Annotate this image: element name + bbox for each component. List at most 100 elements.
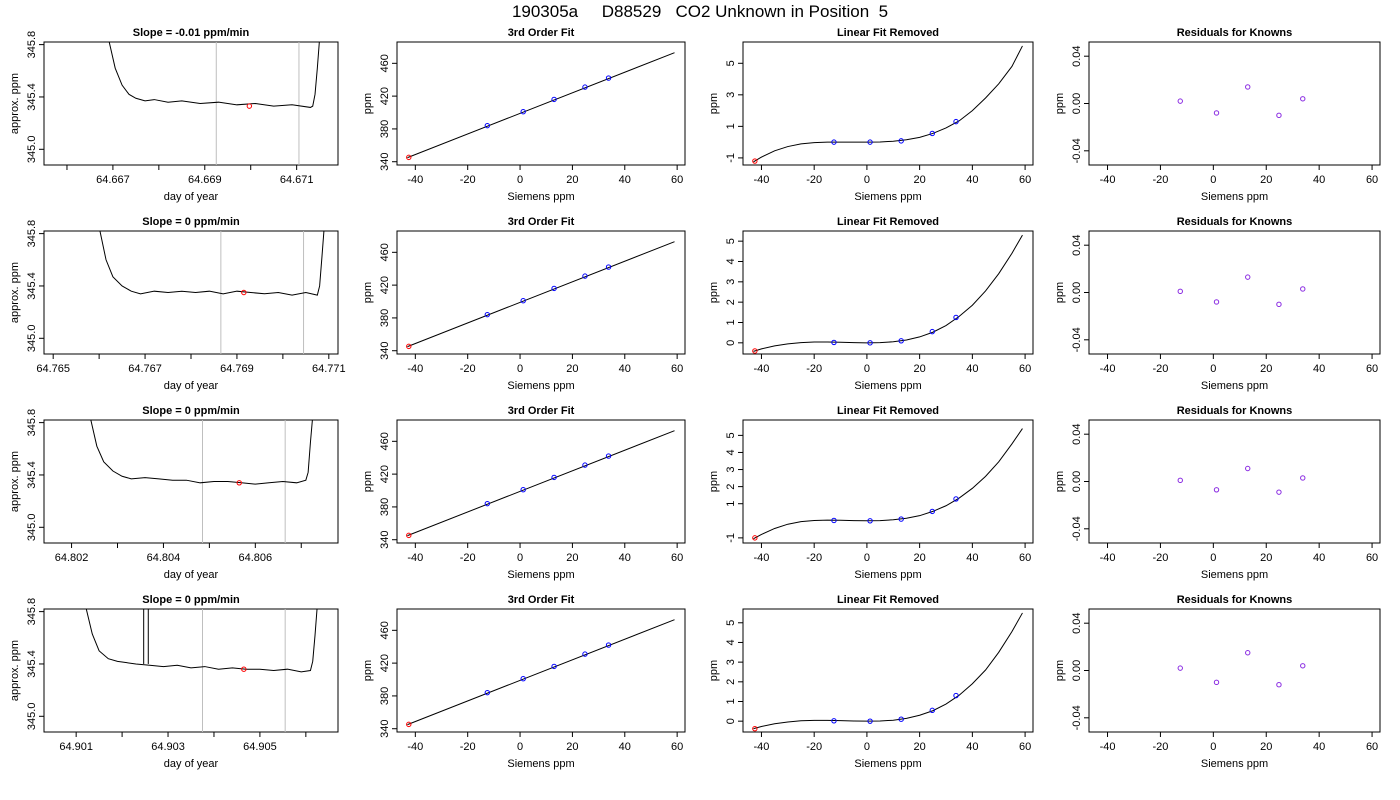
- linear-removed-unknown-point: [752, 158, 758, 164]
- trace-mean-marker: [236, 480, 242, 486]
- linear-removed-x-tick-label: 40: [966, 174, 978, 186]
- trace-x-tick-label: 64.804: [147, 552, 181, 564]
- fit-y-axis-label: ppm: [362, 282, 374, 303]
- fit-x-tick-label: 60: [671, 741, 683, 753]
- fit-y-tick-label: 340: [379, 342, 391, 360]
- linear-removed-x-tick-label: -40: [754, 174, 770, 186]
- residuals-y-axis-label: ppm: [1054, 471, 1066, 492]
- residuals-x-tick-label: 0: [1210, 174, 1216, 186]
- linear-removed-title: Linear Fit Removed: [837, 594, 939, 606]
- residuals-y-axis-label: ppm: [1054, 93, 1066, 114]
- residuals-x-axis-label: Siemens ppm: [1201, 380, 1268, 392]
- residuals-title: Residuals for Knowns: [1177, 594, 1293, 606]
- linear-removed-x-tick-label: -40: [754, 552, 770, 564]
- linear-removed-known-point: [831, 139, 837, 145]
- residuals-panel-row-2: Residuals for Knowns -40 -20 0 20 40 60 -0.04 0.…: [1054, 216, 1381, 392]
- linear-removed-y-axis-label: ppm: [708, 471, 720, 492]
- fit-x-tick-label: 60: [671, 552, 683, 564]
- residuals-x-tick-label: -40: [1100, 741, 1116, 753]
- fit-y-tick-label: 380: [379, 687, 391, 705]
- residual-curve: [753, 45, 1023, 163]
- trace-line: [90, 420, 313, 485]
- residuals-y-tick-label: -0.04: [1071, 327, 1083, 352]
- trace-y-tick-label: 345.8: [26, 31, 38, 59]
- residuals-x-tick-label: 40: [1313, 363, 1325, 375]
- linear-removed-x-tick-label: 0: [864, 741, 870, 753]
- residuals-y-tick-label: 0.04: [1071, 612, 1083, 633]
- trace-title: Slope = 0 ppm/min: [142, 405, 240, 417]
- residuals-y-tick-label: 0.00: [1071, 660, 1083, 681]
- linear-removed-frame: [742, 230, 1034, 355]
- fit-y-tick-label: 380: [379, 120, 391, 138]
- fit-y-tick-label: 380: [379, 498, 391, 516]
- fit-known-point: [551, 663, 557, 670]
- linear-removed-known-point: [867, 340, 873, 346]
- fit-x-tick-label: 20: [566, 552, 578, 564]
- residuals-x-tick-label: 20: [1260, 363, 1272, 375]
- figure-title: 190305a D88529 CO2 Unknown in Position 5: [511, 2, 889, 21]
- trace-y-tick-label: 345.8: [26, 409, 38, 437]
- linear-removed-known-point: [867, 139, 873, 145]
- residuals-x-tick-label: -40: [1100, 174, 1116, 186]
- fit-x-tick-label: -40: [407, 741, 423, 753]
- linear-removed-x-tick-label: 20: [914, 552, 926, 564]
- linear-removed-x-tick-label: -20: [806, 363, 822, 375]
- trace-mean-marker: [241, 289, 247, 296]
- residuals-y-tick-label: -0.04: [1071, 516, 1083, 541]
- residuals-x-axis-label: Siemens ppm: [1201, 569, 1268, 581]
- linear-removed-known-point: [953, 314, 959, 321]
- residual-point: [1300, 663, 1306, 669]
- trace-x-axis-label: day of year: [164, 569, 219, 581]
- residuals-y-tick-label: -0.04: [1071, 705, 1083, 730]
- fit-y-tick-label: 460: [379, 432, 391, 450]
- linear-removed-panel-row-2: Linear Fit Removed -40 -20 0 20 40 60 0 1 2 3 4 5 Sie…: [708, 216, 1034, 392]
- residuals-x-tick-label: 0: [1210, 741, 1216, 753]
- residuals-x-tick-label: 60: [1366, 174, 1378, 186]
- linear-removed-x-tick-label: 0: [864, 363, 870, 375]
- trace-x-tick-label: 64.669: [188, 174, 222, 186]
- fit-title: 3rd Order Fit: [508, 27, 575, 39]
- trace-x-tick-label: 64.903: [151, 741, 185, 753]
- fit-x-tick-label: 60: [671, 363, 683, 375]
- linear-removed-known-point: [929, 508, 935, 515]
- residual-point: [1177, 477, 1183, 484]
- residual-point: [1213, 679, 1220, 686]
- fit-y-tick-label: 460: [379, 54, 391, 72]
- residuals-x-tick-label: 40: [1313, 174, 1325, 186]
- linear-removed-y-axis-label: ppm: [708, 93, 720, 114]
- residuals-frame: [1088, 41, 1381, 166]
- linear-removed-known-point: [898, 516, 904, 522]
- linear-removed-y-tick-label: 3: [725, 279, 737, 285]
- fit-x-tick-label: -20: [460, 741, 476, 753]
- fit-x-tick-label: 40: [619, 174, 631, 186]
- trace-x-tick-label: 64.806: [238, 552, 272, 564]
- residuals-y-tick-label: -0.04: [1071, 138, 1083, 163]
- linear-removed-y-tick-label: 3: [725, 92, 737, 98]
- residual-point: [1300, 96, 1306, 102]
- fit-x-tick-label: -40: [407, 552, 423, 564]
- residual-curve: [753, 428, 1023, 540]
- residual-point: [1177, 665, 1183, 671]
- trace-y-axis-label: approx. ppm: [9, 640, 21, 701]
- fit-known-point: [484, 689, 491, 696]
- linear-removed-x-tick-label: 40: [966, 363, 978, 375]
- residuals-x-tick-label: 20: [1260, 174, 1272, 186]
- linear-removed-y-tick-label: 0: [725, 340, 737, 346]
- fit-known-point: [582, 273, 588, 279]
- linear-removed-panel-row-1: Linear Fit Removed -40 -20 0 20 40 60 -1 1 3 5 Siem…: [708, 27, 1034, 203]
- trace-panel-row-2: Slope = 0 ppm/min 64.765 64.767 64.769 64.77…: [9, 216, 346, 392]
- fit-panel-row-3: 3rd Order Fit -40 -20 0 20 40 60 340 380 420 460 Si…: [362, 405, 686, 581]
- fit-x-tick-label: 0: [517, 174, 523, 186]
- trace-y-tick-label: 345.4: [26, 272, 38, 300]
- residuals-x-tick-label: 40: [1313, 552, 1325, 564]
- fit-y-tick-label: 420: [379, 87, 391, 105]
- trace-title: Slope = 0 ppm/min: [142, 594, 240, 606]
- fit-x-tick-label: 40: [619, 552, 631, 564]
- fit-known-point: [520, 109, 526, 115]
- fit-x-tick-label: -40: [407, 174, 423, 186]
- linear-removed-known-point: [953, 496, 959, 502]
- residuals-x-tick-label: -20: [1152, 174, 1168, 186]
- trace-y-axis-label: approx. ppm: [9, 73, 21, 134]
- fit-x-axis-label: Siemens ppm: [507, 758, 574, 770]
- trace-mean-marker: [246, 103, 253, 109]
